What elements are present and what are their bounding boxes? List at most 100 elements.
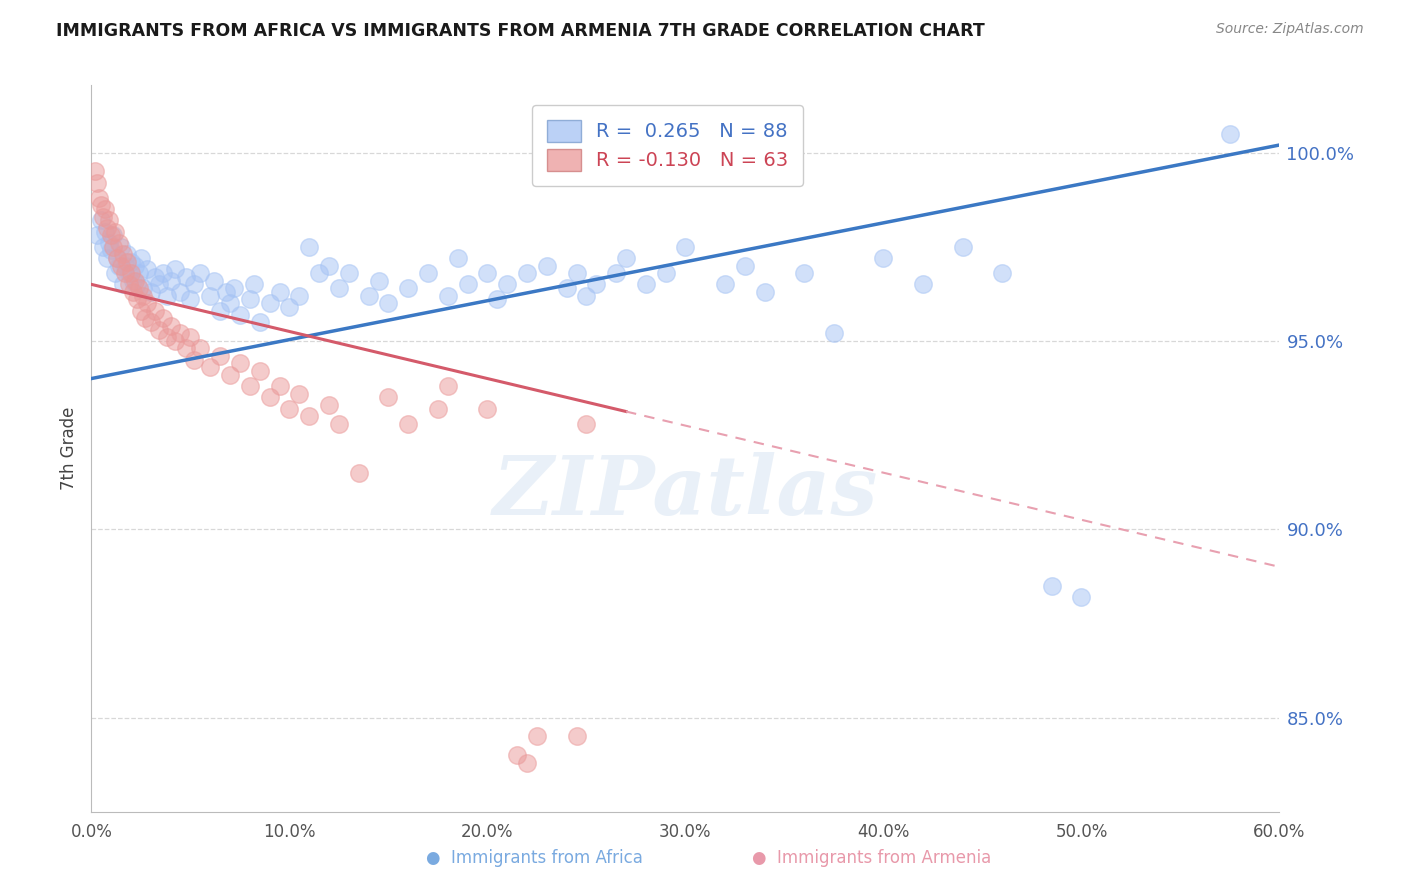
- Point: [108, 259, 131, 273]
- Point: [516, 756, 538, 770]
- Point: [436, 379, 458, 393]
- Point: [101, 228, 124, 243]
- Point: [156, 288, 179, 302]
- Point: [132, 288, 155, 302]
- Point: [179, 330, 201, 344]
- Point: [734, 259, 756, 273]
- Point: [139, 315, 162, 329]
- Point: [159, 318, 181, 333]
- Point: [91, 240, 114, 254]
- Point: [188, 342, 211, 356]
- Point: [91, 210, 114, 224]
- Point: [122, 285, 145, 299]
- Point: [249, 364, 271, 378]
- Point: [176, 269, 198, 284]
- Point: [1219, 127, 1241, 141]
- Point: [754, 285, 776, 299]
- Point: [105, 251, 128, 265]
- Point: [239, 379, 262, 393]
- Point: [215, 285, 238, 299]
- Point: [148, 322, 170, 336]
- Point: [139, 285, 162, 299]
- Point: [101, 240, 124, 254]
- Point: [100, 228, 122, 243]
- Point: [115, 247, 138, 261]
- Point: [134, 311, 156, 326]
- Point: [114, 259, 136, 273]
- Point: [94, 225, 117, 239]
- Point: [84, 164, 107, 178]
- Point: [614, 251, 637, 265]
- Point: [605, 266, 627, 280]
- Point: [367, 274, 389, 288]
- Point: [288, 386, 311, 401]
- Point: [288, 288, 311, 302]
- Point: [308, 266, 330, 280]
- Point: [1040, 579, 1063, 593]
- Point: [86, 176, 108, 190]
- Point: [110, 240, 132, 254]
- Point: [952, 240, 974, 254]
- Point: [202, 274, 225, 288]
- Point: [298, 240, 321, 254]
- Point: [209, 303, 232, 318]
- Point: [328, 417, 350, 431]
- Text: ●  Immigrants from Armenia: ● Immigrants from Armenia: [752, 849, 991, 867]
- Point: [991, 266, 1014, 280]
- Text: ZIPatlas: ZIPatlas: [492, 452, 879, 532]
- Point: [183, 352, 205, 367]
- Point: [104, 266, 127, 280]
- Point: [198, 360, 221, 375]
- Point: [269, 285, 291, 299]
- Point: [96, 220, 118, 235]
- Point: [585, 277, 607, 292]
- Point: [239, 293, 262, 307]
- Point: [128, 266, 150, 280]
- Point: [132, 281, 155, 295]
- Point: [426, 401, 449, 416]
- Point: [318, 398, 340, 412]
- Point: [357, 288, 380, 302]
- Point: [124, 259, 146, 273]
- Point: [90, 213, 112, 227]
- Point: [143, 303, 166, 318]
- Point: [118, 266, 141, 280]
- Point: [793, 266, 815, 280]
- Point: [269, 379, 291, 393]
- Point: [112, 247, 135, 261]
- Point: [222, 281, 245, 295]
- Point: [115, 254, 138, 268]
- Text: ●  Immigrants from Africa: ● Immigrants from Africa: [426, 849, 643, 867]
- Point: [114, 266, 136, 280]
- Point: [209, 349, 232, 363]
- Point: [118, 277, 141, 292]
- Point: [486, 293, 509, 307]
- Point: [377, 296, 399, 310]
- Point: [477, 266, 499, 280]
- Point: [169, 326, 191, 341]
- Point: [125, 293, 148, 307]
- Point: [120, 266, 142, 280]
- Text: Source: ZipAtlas.com: Source: ZipAtlas.com: [1216, 22, 1364, 37]
- Point: [477, 401, 499, 416]
- Point: [188, 266, 211, 280]
- Point: [110, 259, 132, 273]
- Point: [1070, 590, 1092, 604]
- Point: [98, 213, 121, 227]
- Point: [198, 288, 221, 302]
- Y-axis label: 7th Grade: 7th Grade: [59, 407, 77, 490]
- Point: [654, 266, 676, 280]
- Text: IMMIGRANTS FROM AFRICA VS IMMIGRANTS FROM ARMENIA 7TH GRADE CORRELATION CHART: IMMIGRANTS FROM AFRICA VS IMMIGRANTS FRO…: [56, 22, 986, 40]
- Point: [148, 277, 170, 292]
- Point: [96, 251, 118, 265]
- Point: [526, 730, 548, 744]
- Point: [823, 326, 845, 341]
- Point: [159, 274, 181, 288]
- Point: [278, 300, 301, 314]
- Point: [135, 262, 157, 277]
- Point: [86, 228, 108, 243]
- Point: [112, 277, 135, 292]
- Point: [94, 202, 117, 216]
- Point: [156, 330, 179, 344]
- Point: [129, 303, 152, 318]
